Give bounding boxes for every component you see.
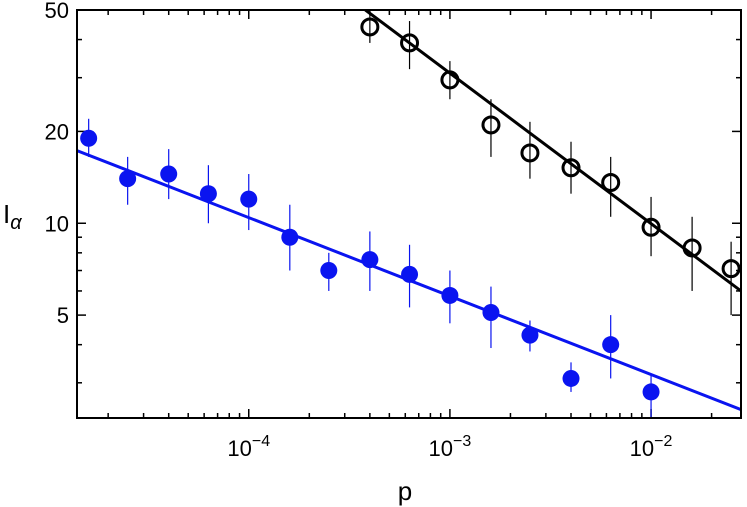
y-tick-label: 5 <box>57 303 69 328</box>
data-point <box>401 265 419 283</box>
data-point <box>601 173 621 193</box>
data-point <box>240 190 258 208</box>
fit-line <box>364 10 741 293</box>
data-point <box>520 143 540 163</box>
series-2 <box>360 10 741 316</box>
data-point <box>441 286 459 304</box>
series-1 <box>77 118 741 418</box>
data-point <box>561 158 581 178</box>
data-point <box>481 115 501 135</box>
data-point <box>482 303 500 321</box>
y-axis-label-main: I <box>3 199 10 229</box>
data-point <box>521 326 539 344</box>
data-point <box>642 383 660 401</box>
x-tick-label-exponent: −4 <box>252 433 270 450</box>
data-point <box>361 251 379 269</box>
data-point <box>562 369 580 387</box>
data-point <box>80 129 98 147</box>
x-axis-label: p <box>398 476 412 506</box>
y-tick-label: 50 <box>45 0 69 23</box>
y-axis-label: Iα <box>3 199 22 234</box>
data-layer <box>77 10 741 418</box>
y-axis-label-subscript: α <box>10 212 22 234</box>
data-point <box>440 70 460 90</box>
y-tick-label: 10 <box>45 211 69 236</box>
y-tick-label: 20 <box>45 119 69 144</box>
x-tick-label: 10−2 <box>630 433 673 461</box>
x-tick-label: 10−4 <box>227 433 270 461</box>
ticks-layer <box>77 9 741 418</box>
data-point <box>320 262 338 280</box>
data-point <box>682 238 702 258</box>
x-tick-label-exponent: −3 <box>453 433 471 450</box>
data-point <box>721 259 741 279</box>
x-tick-label-base: 10 <box>227 436 251 461</box>
data-point <box>281 228 299 246</box>
data-point <box>641 217 661 237</box>
data-point <box>602 336 620 354</box>
data-point <box>199 185 217 203</box>
plot-frame <box>76 9 742 419</box>
x-tick-label-base: 10 <box>630 436 654 461</box>
data-point <box>400 33 420 53</box>
data-point <box>360 17 380 37</box>
data-point <box>160 165 178 183</box>
data-point <box>119 170 137 188</box>
x-tick-label-exponent: −2 <box>654 433 672 450</box>
x-tick-label: 10−3 <box>429 433 472 461</box>
x-tick-label-base: 10 <box>429 436 453 461</box>
